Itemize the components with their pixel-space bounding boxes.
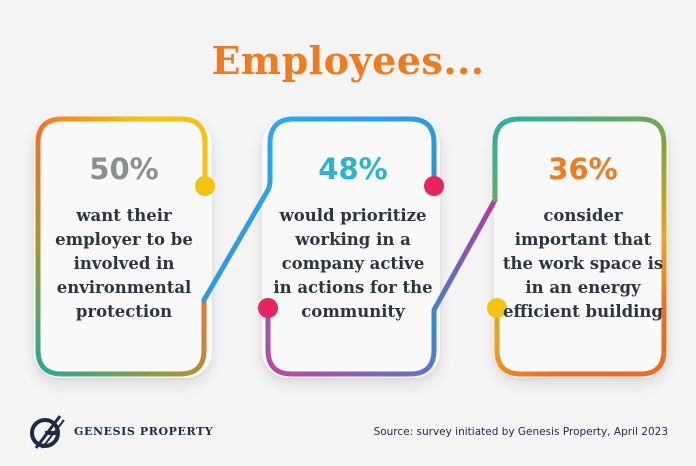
stat-text-2: would prioritize working in a company ac…: [258, 204, 448, 324]
stat-text-1-line-2: employer to be: [55, 230, 193, 249]
stat-text-3-line-1: consider: [543, 206, 623, 225]
stat-text-2-line-5: community: [301, 302, 405, 321]
stat-text-1-line-1: want their: [76, 206, 172, 225]
stat-text-2-line-1: would prioritize: [279, 206, 427, 225]
stat-text-2-line-3: company active: [281, 254, 425, 273]
stat-text-2-line-2: working in a: [295, 230, 411, 249]
stat-percent-2: 48%: [318, 152, 388, 186]
source-note: Source: survey initiated by Genesis Prop…: [373, 426, 668, 438]
stat-text-3-line-4: in an energy: [525, 278, 641, 297]
page-title: Employees...: [211, 38, 485, 83]
stat-text-3-line-2: important that: [514, 230, 652, 249]
stat-text-3-line-3: the work space is: [502, 254, 664, 273]
stat-text-1-line-5: protection: [75, 302, 173, 321]
genesis-logo-icon: [30, 415, 65, 449]
logo-text: GENESIS PROPERTY: [74, 424, 214, 438]
stat-text-1: want their employer to be involved in en…: [29, 204, 219, 324]
stat-text-1-line-3: involved in: [73, 254, 175, 273]
company-logo: GENESIS PROPERTY: [28, 412, 213, 450]
stat-text-2-line-4: in actions for the: [273, 278, 433, 297]
stat-percent-1: 50%: [89, 152, 159, 186]
stat-text-3-line-5: efficient building: [503, 302, 663, 321]
stat-percent-3: 36%: [548, 152, 618, 186]
stat-text-3: consider important that the work space i…: [488, 204, 678, 324]
stat-text-1-line-4: environmental: [56, 278, 192, 297]
